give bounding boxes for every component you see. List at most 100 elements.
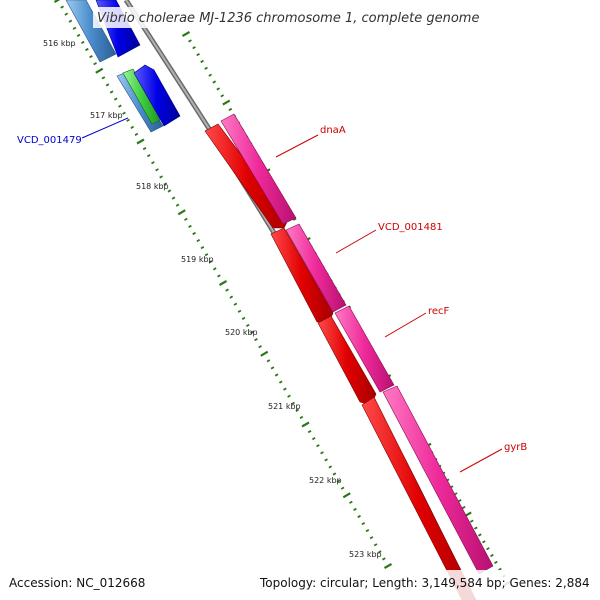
- label-leader-gyrB: [459, 448, 503, 473]
- major-tick: [222, 99, 231, 106]
- minor-tick: [274, 373, 279, 377]
- minor-tick: [163, 182, 168, 186]
- minor-tick: [105, 83, 110, 87]
- tick-label: 520 kbp: [225, 328, 258, 337]
- major-tick: [136, 138, 145, 145]
- footer-background: [0, 570, 600, 600]
- minor-tick: [486, 547, 490, 551]
- minor-tick: [377, 550, 382, 554]
- minor-tick: [291, 401, 295, 405]
- minor-tick: [130, 125, 135, 129]
- tick-label: 519 kbp: [181, 255, 214, 264]
- minor-tick: [328, 465, 333, 469]
- minor-tick: [101, 76, 106, 80]
- minor-tick: [332, 472, 337, 476]
- gene-VCD_001481[interactable]: [285, 223, 347, 313]
- gene-strip-red[interactable]: [204, 123, 477, 600]
- minor-tick: [229, 295, 234, 299]
- minor-tick: [146, 154, 151, 158]
- minor-tick: [192, 231, 196, 236]
- minor-tick: [237, 309, 242, 313]
- minor-tick: [113, 97, 118, 101]
- major-tick: [95, 67, 104, 74]
- accession-text: Accession: NC_012668: [9, 576, 145, 590]
- major-tick: [53, 0, 61, 3]
- minor-tick: [175, 203, 180, 207]
- minor-tick: [373, 543, 378, 547]
- blue-cds-lower[interactable]: [133, 64, 181, 127]
- cds-dnaA[interactable]: [204, 123, 290, 229]
- gene-gyrB[interactable]: [382, 385, 494, 575]
- minor-tick: [151, 161, 155, 165]
- minor-tick: [295, 408, 300, 412]
- major-tick: [383, 563, 393, 569]
- minor-tick: [241, 316, 246, 320]
- minor-tick: [64, 12, 69, 16]
- minor-tick: [220, 94, 225, 98]
- minor-tick: [155, 168, 159, 172]
- minor-tick: [307, 430, 312, 434]
- minor-tick: [184, 217, 188, 221]
- minor-tick: [192, 46, 196, 50]
- minor-tick: [212, 267, 217, 271]
- minor-tick: [287, 394, 291, 398]
- minor-tick: [311, 437, 316, 441]
- tick-label: 517 kbp: [90, 111, 123, 120]
- minor-tick: [68, 19, 73, 23]
- minor-tick: [167, 189, 172, 193]
- minor-tick: [477, 533, 482, 537]
- tick-label: 523 kbp: [349, 550, 382, 559]
- major-tick: [177, 209, 186, 216]
- gene-recF[interactable]: [334, 305, 395, 393]
- minor-tick: [320, 451, 324, 455]
- minor-tick: [208, 260, 213, 264]
- major-tick: [181, 31, 191, 37]
- gene-label-VCD_001481[interactable]: VCD_001481: [378, 222, 443, 233]
- tick-label: 521 kbp: [268, 402, 301, 411]
- label-leader-recF: [384, 312, 427, 338]
- gene-label-gyrB[interactable]: gyrB: [504, 442, 527, 453]
- genome-summary-text: Topology: circular; Length: 3,149,584 bp…: [259, 576, 590, 590]
- minor-tick: [126, 118, 130, 122]
- steel-gene-track-upper[interactable]: [65, 0, 117, 63]
- cds-gyrB[interactable]: [361, 396, 477, 600]
- minor-tick: [266, 359, 271, 363]
- minor-tick: [200, 246, 205, 250]
- minor-tick: [292, 217, 297, 221]
- major-tick: [342, 492, 351, 499]
- minor-tick: [118, 104, 122, 108]
- gene-dnaA[interactable]: [220, 113, 297, 225]
- minor-tick: [76, 33, 81, 37]
- minor-tick: [473, 526, 478, 530]
- tick-marks-inner: [53, 0, 393, 569]
- minor-tick: [72, 26, 77, 30]
- minor-tick: [250, 330, 254, 335]
- gene-label-dnaA[interactable]: dnaA: [320, 125, 346, 136]
- minor-tick: [142, 147, 147, 151]
- major-tick: [218, 280, 228, 286]
- minor-tick: [93, 62, 97, 66]
- label-leader-dnaA: [275, 134, 319, 158]
- gene-label-VCD_001479[interactable]: VCD_001479: [17, 135, 82, 146]
- label-leader-VCD_001479: [81, 117, 129, 139]
- minor-tick: [482, 540, 486, 544]
- tick-label: 516 kbp: [43, 39, 76, 48]
- minor-tick: [498, 567, 502, 571]
- minor-tick: [200, 59, 204, 64]
- minor-tick: [361, 521, 366, 526]
- gene-strip-pink[interactable]: [220, 113, 494, 575]
- minor-tick: [461, 505, 466, 510]
- minor-tick: [278, 380, 283, 384]
- minor-tick: [369, 536, 374, 540]
- major-tick: [301, 421, 310, 428]
- minor-tick: [212, 80, 217, 84]
- minor-tick: [204, 253, 209, 257]
- minor-tick: [382, 557, 386, 561]
- minor-tick: [60, 5, 64, 9]
- minor-tick: [122, 111, 126, 115]
- minor-tick: [134, 132, 139, 136]
- minor-tick: [357, 514, 361, 519]
- gene-label-recF[interactable]: recF: [428, 306, 450, 317]
- minor-tick: [336, 479, 341, 483]
